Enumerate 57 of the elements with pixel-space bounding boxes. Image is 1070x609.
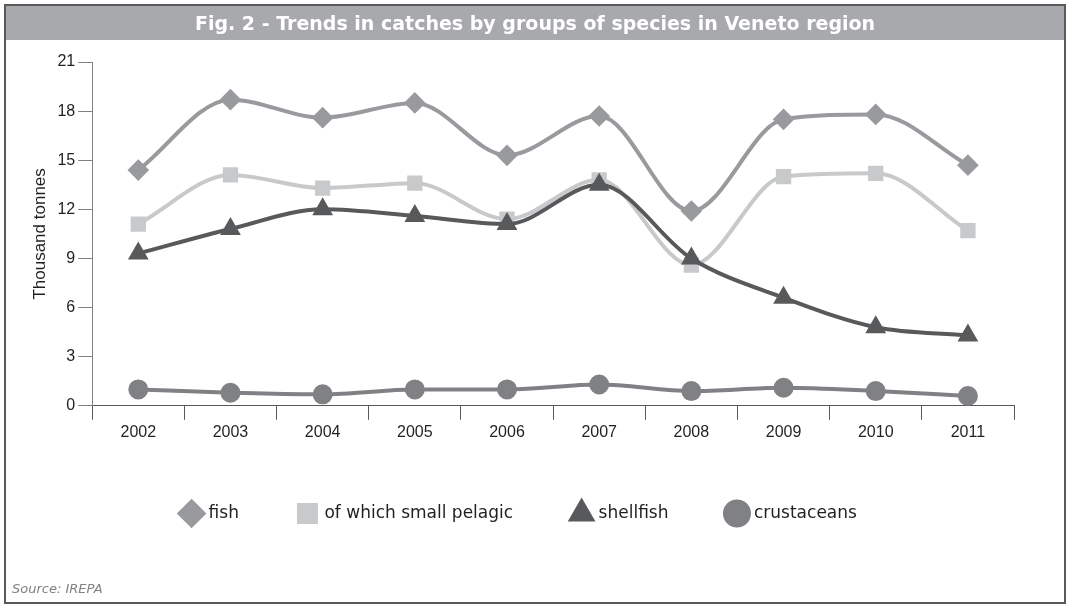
- legend-label: crustaceans: [753, 501, 858, 522]
- point: [681, 381, 702, 402]
- point: [404, 379, 425, 400]
- point: [407, 175, 423, 191]
- y-tick-label: 6: [66, 297, 76, 315]
- chart-title: Fig. 2 - Trends in catches by groups of species in Veneto region: [6, 6, 1064, 40]
- point: [404, 92, 425, 113]
- x-tick-label: 2006: [489, 422, 525, 440]
- x-tick-label: 2011: [950, 422, 986, 440]
- x-tick-label: 2010: [857, 422, 894, 440]
- point: [589, 106, 610, 127]
- y-tick-label: 12: [57, 199, 76, 217]
- point: [958, 325, 977, 342]
- point: [220, 89, 241, 110]
- point: [865, 104, 886, 125]
- x-tick-label: 2003: [212, 422, 249, 440]
- point: [960, 222, 976, 239]
- point: [312, 107, 333, 128]
- point: [865, 381, 886, 402]
- point: [128, 160, 149, 181]
- point: [128, 379, 149, 400]
- point: [868, 165, 884, 181]
- point: [957, 385, 978, 406]
- point: [498, 214, 516, 231]
- point: [130, 216, 146, 232]
- y-tick-label: 15: [57, 150, 76, 168]
- y-tick-label: 0: [66, 396, 76, 414]
- legend-label: shellfish: [598, 501, 669, 522]
- legend-label: fish: [208, 501, 239, 522]
- point: [220, 382, 241, 403]
- x-tick-label: 2008: [673, 422, 710, 440]
- y-tick-label: 21: [57, 52, 76, 70]
- point: [957, 155, 978, 176]
- legend-label: of which small pelagic: [324, 501, 514, 522]
- y-tick-label: 9: [66, 248, 76, 266]
- point: [314, 180, 331, 196]
- point: [497, 379, 518, 400]
- point: [497, 145, 518, 166]
- point: [313, 199, 332, 216]
- point: [589, 374, 610, 395]
- x-tick-label: 2005: [397, 422, 433, 440]
- x-tick-label: 2002: [120, 422, 157, 440]
- x-tick-label: 2007: [581, 422, 618, 440]
- point: [682, 248, 701, 265]
- point: [866, 317, 885, 334]
- x-tick-label: 2009: [765, 422, 802, 440]
- y-tick-label: 18: [57, 101, 76, 119]
- y-tick-label: 3: [66, 347, 76, 365]
- y-axis-title: Thousand tonnes: [29, 168, 49, 300]
- source-note: Source: IREPA: [12, 581, 103, 596]
- point: [773, 109, 794, 130]
- point: [681, 200, 702, 221]
- point: [222, 167, 239, 183]
- point: [773, 377, 794, 398]
- point: [312, 384, 333, 405]
- point: [775, 168, 792, 185]
- x-tick-label: 2004: [304, 422, 341, 440]
